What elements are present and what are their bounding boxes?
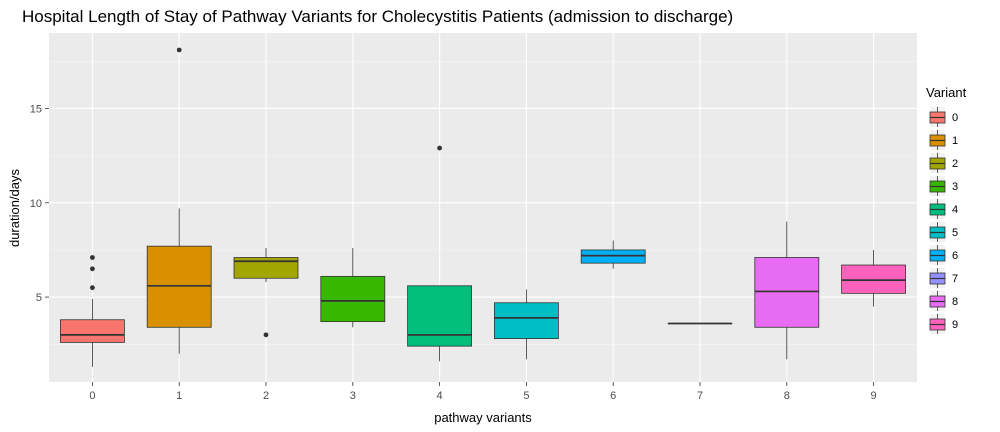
legend-label: 4 bbox=[952, 204, 958, 216]
y-axis-label: duration/days bbox=[7, 168, 22, 247]
legend-label: 3 bbox=[952, 181, 958, 193]
legend-items: 0 1 2 3 4 5 6 7 8 9 bbox=[929, 107, 958, 334]
legend-label: 1 bbox=[952, 135, 958, 147]
x-tick-label: 3 bbox=[350, 390, 356, 402]
outlier-point bbox=[90, 285, 95, 291]
box-series bbox=[60, 47, 906, 367]
box-body bbox=[841, 264, 906, 294]
legend-label: 9 bbox=[952, 319, 958, 331]
x-tick-label: 6 bbox=[610, 390, 616, 402]
x-tick-label: 4 bbox=[437, 390, 443, 402]
legend-item-6: 6 bbox=[929, 245, 958, 265]
outlier-point bbox=[437, 145, 442, 151]
box-body bbox=[754, 257, 820, 328]
box-variant-5 bbox=[493, 289, 559, 360]
x-axis-ticks: 0 1 2 3 4 5 6 7 8 9 bbox=[89, 382, 877, 402]
box-variant-8 bbox=[754, 221, 820, 360]
box-variant-3 bbox=[320, 248, 386, 328]
x-axis-label: pathway variants bbox=[434, 410, 532, 425]
box-body bbox=[320, 275, 386, 323]
outlier-point bbox=[90, 255, 95, 260]
chart-title: Hospital Length of Stay of Pathway Varia… bbox=[22, 7, 733, 26]
x-tick-label: 0 bbox=[89, 390, 95, 402]
legend: Variant 0 1 2 3 4 5 6 7 8 9 bbox=[926, 85, 967, 334]
x-tick-label: 5 bbox=[523, 390, 529, 402]
box-body bbox=[407, 285, 473, 347]
legend-item-9: 9 bbox=[929, 314, 958, 334]
box-body bbox=[146, 245, 212, 328]
outlier-point bbox=[263, 332, 269, 338]
legend-item-5: 5 bbox=[929, 222, 958, 242]
box-body bbox=[493, 302, 559, 340]
legend-label: 2 bbox=[952, 158, 958, 170]
box-body bbox=[580, 249, 646, 264]
legend-item-4: 4 bbox=[929, 199, 958, 219]
legend-item-3: 3 bbox=[929, 176, 958, 196]
legend-item-2: 2 bbox=[929, 153, 958, 173]
x-tick-label: 9 bbox=[871, 390, 877, 402]
box-variant-2 bbox=[233, 248, 299, 338]
legend-item-7: 7 bbox=[929, 268, 958, 288]
x-tick-label: 1 bbox=[176, 390, 182, 402]
box-variant-4 bbox=[407, 145, 473, 362]
legend-label: 5 bbox=[952, 227, 958, 239]
x-tick-label: 7 bbox=[697, 390, 703, 402]
y-tick-label: 15 bbox=[30, 103, 42, 115]
box-variant-6 bbox=[580, 240, 646, 269]
legend-label: 8 bbox=[952, 296, 958, 308]
x-tick-label: 2 bbox=[263, 390, 269, 402]
y-tick-label: 5 bbox=[36, 292, 42, 304]
x-tick-label: 8 bbox=[784, 390, 790, 402]
legend-label: 0 bbox=[952, 112, 958, 124]
y-tick-label: 10 bbox=[30, 198, 42, 210]
box-body bbox=[60, 319, 125, 343]
legend-item-8: 8 bbox=[929, 291, 958, 311]
box-variant-1 bbox=[146, 47, 212, 354]
y-axis-ticks: 5 10 15 bbox=[30, 103, 49, 304]
legend-item-1: 1 bbox=[929, 130, 958, 150]
legend-item-0: 0 bbox=[929, 107, 958, 127]
outlier-point bbox=[90, 266, 95, 272]
box-variant-9 bbox=[841, 249, 906, 307]
box-body bbox=[233, 257, 299, 279]
legend-label: 7 bbox=[952, 273, 958, 285]
box-variant-0 bbox=[60, 255, 125, 367]
outlier-point bbox=[176, 47, 182, 53]
legend-label: 6 bbox=[952, 250, 958, 262]
legend-title: Variant bbox=[926, 85, 967, 100]
